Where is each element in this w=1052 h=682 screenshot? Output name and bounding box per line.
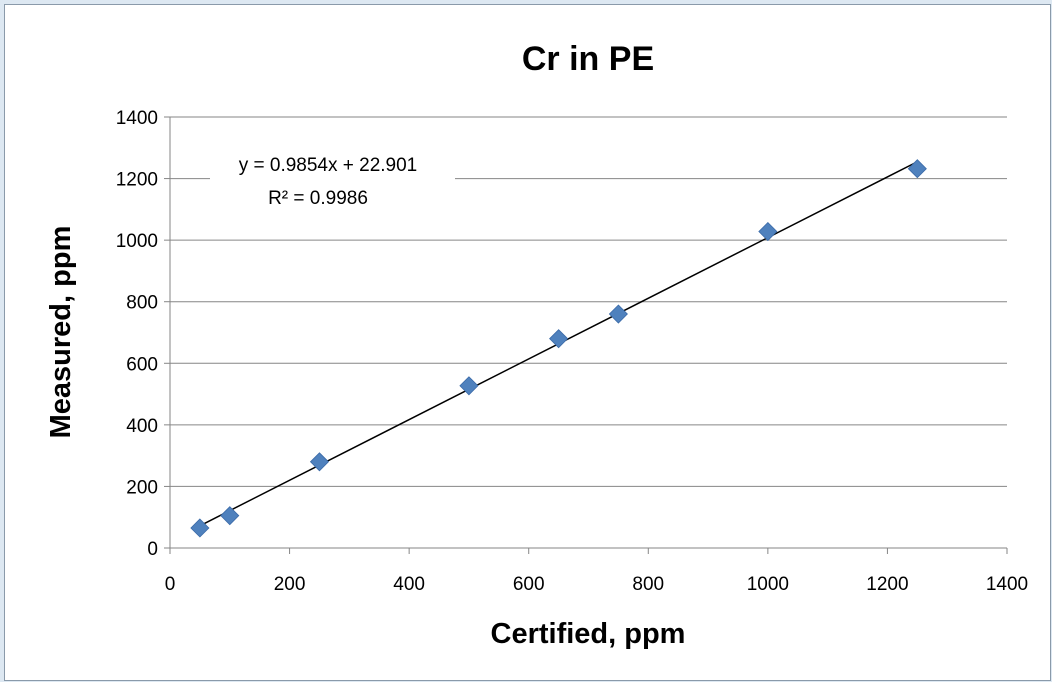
- equation-label-background: [210, 150, 455, 210]
- x-tick-label: 400: [393, 574, 425, 595]
- data-point-diamond: [220, 506, 240, 526]
- y-axis-title: Measured, ppm: [45, 226, 77, 439]
- trendline-equation: y = 0.9854x + 22.901: [239, 155, 418, 176]
- data-points: [190, 159, 927, 538]
- x-tick-label: 600: [513, 574, 545, 595]
- data-point-diamond: [907, 159, 927, 179]
- x-tick-label: 800: [632, 574, 664, 595]
- data-point-diamond: [459, 376, 479, 396]
- x-tick-label: 1000: [747, 574, 789, 595]
- data-point-diamond: [758, 221, 778, 242]
- trendline-r-squared: R² = 0.9986: [268, 188, 368, 209]
- y-tick-label: 0: [147, 539, 158, 560]
- y-axis-tick-labels: 0 200 400 600 800 1000 1200 1400: [116, 108, 158, 560]
- x-tick-label: 1200: [866, 574, 908, 595]
- y-tick-label: 600: [126, 354, 158, 375]
- axes: [164, 116, 1008, 554]
- chart-title: Cr in PE: [522, 40, 654, 78]
- y-tick-label: 400: [126, 416, 158, 437]
- y-tick-label: 1400: [116, 108, 158, 129]
- x-tick-label: 1400: [986, 574, 1028, 595]
- trendline-equation-box: y = 0.9854x + 22.901 R² = 0.9986: [210, 150, 455, 210]
- data-point-diamond: [190, 518, 210, 538]
- y-tick-label: 800: [126, 293, 158, 314]
- data-point-diamond: [608, 304, 628, 324]
- y-tick-label: 200: [126, 477, 158, 498]
- y-tick-label: 1000: [116, 231, 158, 252]
- x-tick-label: 200: [274, 574, 306, 595]
- y-tick-label: 1200: [116, 170, 158, 191]
- x-tick-label: 0: [165, 574, 176, 595]
- data-point-diamond: [309, 452, 330, 472]
- data-point-diamond: [549, 329, 569, 349]
- x-axis-title: Certified, ppm: [491, 618, 686, 650]
- gridlines: [170, 116, 1007, 487]
- x-axis-tick-labels: 0 200 400 600 800 1000 1200 1400: [165, 574, 1028, 595]
